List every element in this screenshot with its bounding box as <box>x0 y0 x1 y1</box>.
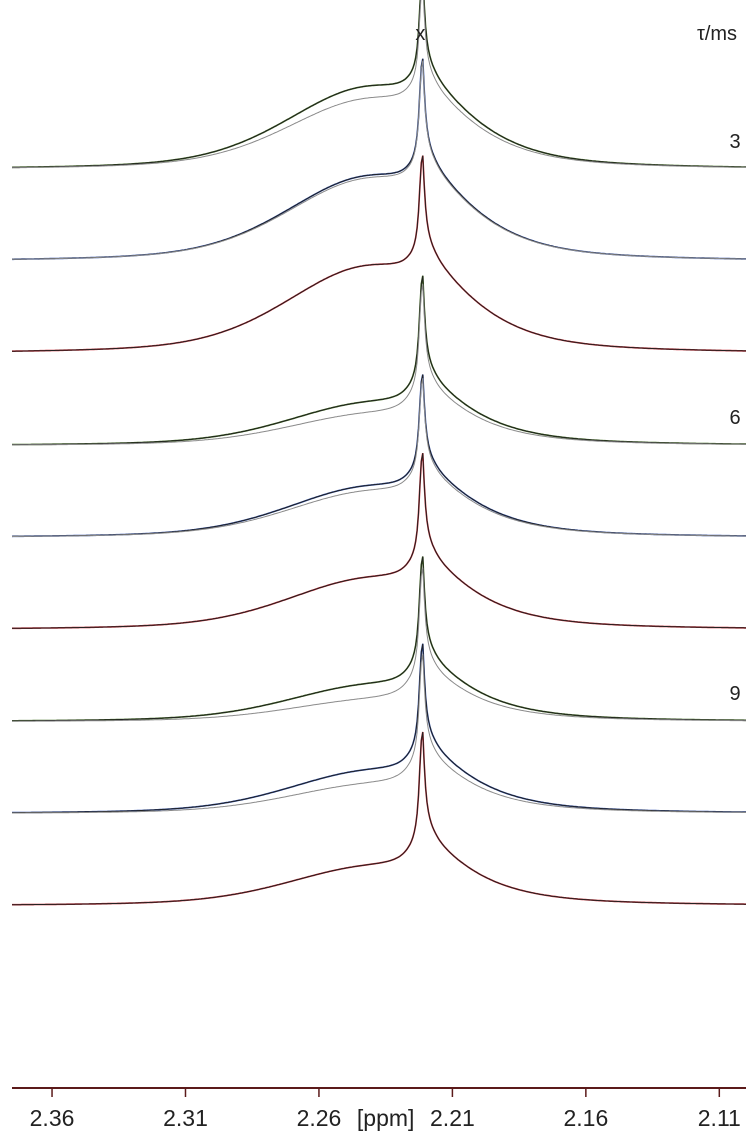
x-tick-label: 2.31 <box>163 1105 208 1131</box>
tau-label: 3 <box>729 131 740 153</box>
experimental-spectrum-line <box>12 155 746 352</box>
x-axis-label: [ppm] <box>357 1105 415 1131</box>
simulated-spectrum-line <box>12 731 746 906</box>
trace-7 <box>12 556 746 722</box>
trace-5 <box>11 374 746 538</box>
peak-marker-label: x <box>415 23 425 45</box>
simulated-spectrum-line <box>12 643 746 814</box>
simulated-spectrum-line <box>12 556 746 722</box>
tau-header: τ/ms <box>697 23 737 45</box>
experimental-spectrum-line <box>12 453 746 630</box>
experimental-spectrum-line <box>12 58 746 261</box>
experimental-spectrum-line <box>12 643 746 814</box>
fitted-spectrum-line <box>12 284 746 446</box>
x-tick-label: 2.21 <box>430 1105 475 1131</box>
simulated-spectrum-line <box>11 0 746 168</box>
trace-8 <box>12 643 746 814</box>
traces-layer <box>11 0 746 906</box>
x-tick-label: 2.36 <box>30 1105 75 1131</box>
simulated-spectrum-line <box>12 58 746 260</box>
x-tick-label: 2.11 <box>698 1105 741 1131</box>
fitted-spectrum-line <box>12 654 746 814</box>
trace-4 <box>12 275 746 446</box>
simulated-spectrum-line <box>11 374 746 537</box>
simulated-spectrum-line <box>12 275 746 446</box>
labels-layer: τ/ms x 3 6 9 <box>415 23 740 705</box>
experimental-spectrum-line <box>12 275 746 446</box>
experimental-spectrum-line <box>11 374 746 538</box>
x-tick-label: 2.26 <box>297 1105 342 1131</box>
x-axis: 2.36 2.31 2.26 2.21 2.16 2.11 [ppm] <box>12 1087 746 1131</box>
x-tick-label: 2.16 <box>563 1105 608 1131</box>
trace-9 <box>12 731 746 906</box>
fitted-spectrum-line <box>11 60 746 260</box>
experimental-spectrum-line <box>12 731 746 906</box>
fitted-spectrum-line <box>12 567 746 722</box>
experimental-spectrum-line <box>11 0 746 169</box>
trace-6 <box>12 453 746 630</box>
simulated-spectrum-line <box>12 453 746 629</box>
trace-3 <box>12 155 746 352</box>
fitted-spectrum-line <box>12 0 746 169</box>
tau-label: 9 <box>729 683 740 705</box>
tau-label: 6 <box>729 407 740 429</box>
fitted-spectrum-line <box>12 378 746 537</box>
trace-1 <box>11 0 746 169</box>
trace-2 <box>11 58 746 261</box>
simulated-spectrum-line <box>12 155 746 352</box>
